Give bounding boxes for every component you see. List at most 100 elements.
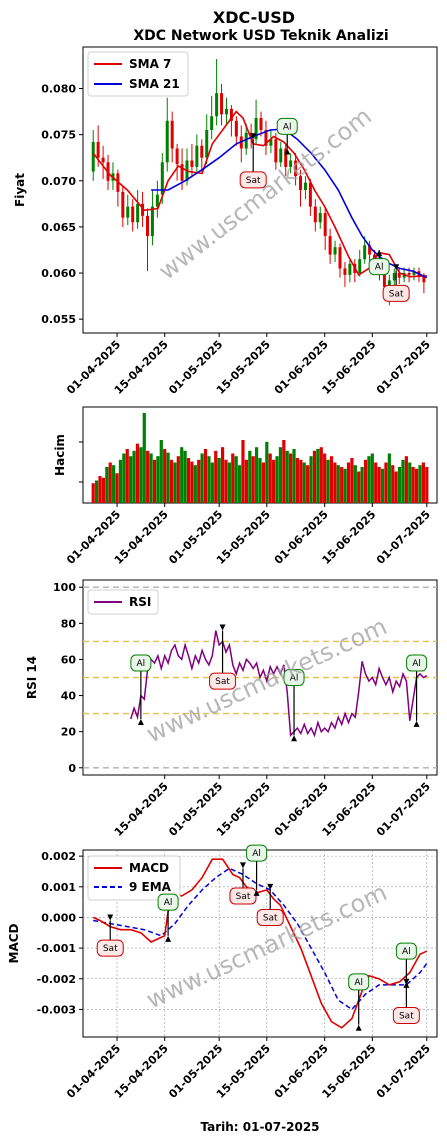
volume-bar	[299, 459, 303, 503]
price-annotation-label: Sat	[246, 176, 261, 186]
volume-bar	[387, 453, 391, 503]
volume-bar	[302, 462, 306, 503]
macd-annotation-box	[157, 893, 179, 911]
volume-bar	[210, 462, 214, 503]
price-candle-body	[269, 139, 273, 146]
volume-bar	[186, 458, 191, 503]
volume-bar	[169, 459, 174, 503]
volume-bar	[380, 468, 385, 503]
rsi-annotation-box	[130, 654, 152, 672]
macd-ytick-label: 0.002	[41, 850, 76, 863]
price-candle-body	[190, 160, 194, 167]
price-candle-body	[146, 215, 150, 237]
rsi-ytick-label: 20	[61, 726, 77, 739]
price-candle-body	[91, 142, 95, 172]
volume-bar	[248, 450, 252, 503]
price-candle-body	[136, 203, 140, 223]
rsi-ytick-label: 100	[53, 581, 76, 594]
price-candle-body	[160, 162, 164, 195]
volume-bar	[370, 453, 374, 503]
volume-bar	[217, 458, 221, 503]
panels: 0.055 0.060 0.065 0.070 0.075 0.080 Fiyat SMA 7…	[7, 46, 438, 1101]
rsi-annotation-label: Sat	[215, 677, 230, 687]
rsi-annotation-label: Al	[137, 659, 146, 669]
volume-bar	[326, 459, 330, 503]
price-candle-body	[333, 247, 337, 255]
ylabel-group: RSI 14	[25, 656, 39, 699]
rsi-annotation-arrowhead	[291, 735, 298, 742]
volume-bar	[234, 456, 238, 503]
price-candle-body	[358, 259, 362, 274]
price-candle-body	[224, 108, 228, 115]
volume-bar	[292, 449, 296, 503]
price-candle-body	[318, 213, 322, 223]
volume-bar	[343, 468, 347, 503]
price-candle-body	[303, 182, 307, 190]
macd-annotation-label: Sat	[103, 944, 118, 954]
macd-annotation-label: Al	[402, 947, 411, 957]
rsi-annotation-arrowhead	[219, 624, 226, 631]
rsi-xtick: 15-04-2025	[112, 780, 171, 839]
volume-bar	[180, 447, 184, 503]
volume-bar	[401, 459, 405, 503]
macd-annotation-box	[256, 908, 284, 926]
rsi-annotation-label: Al	[290, 674, 299, 684]
volume-bar	[125, 449, 129, 503]
macd-ytick-label: -0.001	[37, 942, 76, 955]
volume-bar	[132, 450, 136, 503]
price-candle-body	[200, 145, 204, 158]
volume-bar	[360, 467, 364, 503]
macd-ytick-label: -0.003	[37, 1003, 76, 1016]
volume-bar	[408, 462, 412, 503]
macd-annotation-arrowhead	[239, 862, 246, 869]
volume-bar	[418, 465, 422, 503]
price-candle-body	[220, 93, 224, 115]
volume-bar	[95, 480, 99, 503]
rsi-legend-box	[87, 589, 159, 615]
rsi-xtick: 01-07-2025	[374, 780, 433, 839]
price-annotation-box	[276, 117, 298, 135]
macd-annotation-box	[348, 973, 370, 991]
price-candle-body	[170, 120, 174, 149]
chart-subtitle: XDC Network USD Teknik Analizi	[133, 28, 388, 44]
price-annotation-box	[368, 258, 390, 276]
price-candle-body	[249, 132, 253, 140]
price-annotation-arrowhead	[250, 133, 257, 140]
price-ytick-label: 0.060	[41, 267, 76, 280]
volume-bar	[149, 453, 153, 503]
macd-annotation-arrowhead	[355, 1024, 362, 1031]
price-candle-body	[234, 120, 238, 137]
volume-bar	[190, 461, 194, 503]
rsi-annotation-box	[209, 672, 237, 690]
price-candle-body	[289, 160, 293, 167]
price-candle-body	[215, 93, 219, 117]
price-annotation-label: Sat	[389, 289, 404, 299]
price-candle-body	[229, 108, 233, 121]
volume-bar	[231, 453, 235, 503]
macd-annotation-arrowhead	[253, 889, 260, 896]
volume-bar	[323, 453, 327, 503]
volume-bar	[275, 456, 279, 503]
volume-bar	[367, 456, 371, 503]
macd-annotation-label: Al	[354, 978, 363, 988]
price-candle-body	[244, 132, 248, 149]
volume-bar	[214, 450, 218, 503]
volume-bar	[156, 456, 160, 503]
price-candle-body	[407, 273, 411, 275]
price-candle-body	[274, 139, 278, 163]
price-candle-body	[150, 206, 154, 237]
watermark: www.uscmarkets.com	[153, 102, 377, 285]
price-candle-body	[368, 245, 372, 255]
price-annotation-box	[239, 171, 267, 189]
volume-bar	[357, 471, 361, 503]
macd-annotation-box	[229, 887, 257, 905]
macd-annotation-arrowhead	[107, 914, 114, 921]
volume-bar	[203, 449, 208, 503]
ylabel-group: Fiyat	[13, 173, 27, 207]
price-annotation-label: Al	[283, 122, 292, 132]
price-annotation-box	[382, 284, 410, 302]
price-ytick-label: 0.070	[41, 175, 76, 188]
volume-bar	[91, 483, 95, 503]
price-candle-body	[205, 130, 209, 158]
